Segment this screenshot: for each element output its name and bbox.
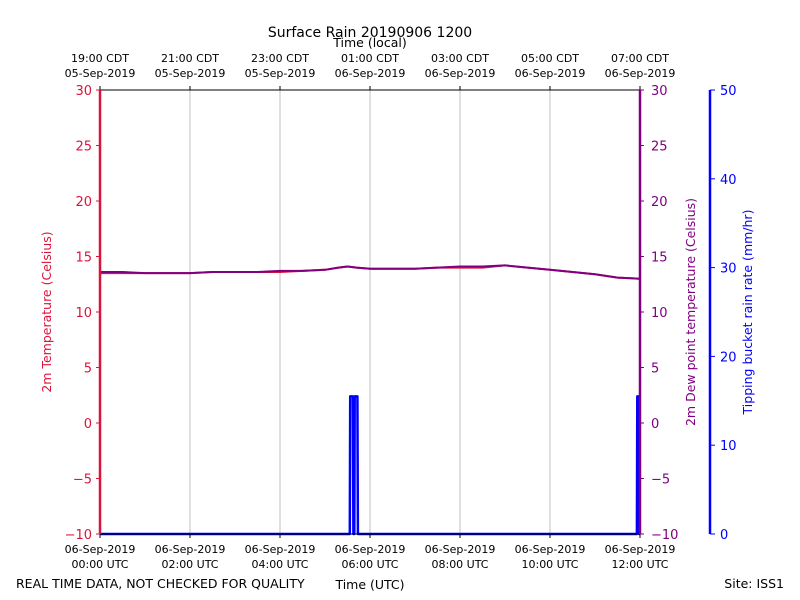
right-tick-label-8: −10 — [651, 528, 678, 543]
top-tick-label-time-3: 01:00 CDT — [341, 52, 399, 65]
bottom-tick-label-date-6: 06-Sep-2019 — [605, 543, 676, 556]
series-line-tipping-bucket-rain-rate — [100, 395, 641, 536]
bottom-tick-label-time-4: 08:00 UTC — [431, 558, 488, 571]
quality-disclaimer: REAL TIME DATA, NOT CHECKED FOR QUALITY — [16, 576, 305, 591]
top-tick-label-time-2: 23:00 CDT — [251, 52, 309, 65]
top-tick-label-date-3: 06-Sep-2019 — [335, 67, 406, 80]
rain-tick-label-5: 0 — [720, 528, 728, 543]
bottom-tick-label-time-0: 00:00 UTC — [71, 558, 128, 571]
top-tick-label-date-0: 05-Sep-2019 — [65, 67, 136, 80]
bottom-axis-label: Time (UTC) — [334, 577, 404, 592]
top-tick-label-date-1: 05-Sep-2019 — [155, 67, 226, 80]
top-tick-label-time-4: 03:00 CDT — [431, 52, 489, 65]
rain-axis-label: Tipping bucket rain rate (mm/hr) — [740, 210, 755, 416]
bottom-tick-label-time-6: 12:00 UTC — [611, 558, 668, 571]
top-tick-label-time-1: 21:00 CDT — [161, 52, 219, 65]
right-tick-label-0: 30 — [651, 84, 668, 99]
rain-tick-label-1: 40 — [720, 173, 737, 188]
left-tick-label-1: 25 — [75, 140, 92, 155]
left-tick-label-0: 30 — [75, 84, 92, 99]
rain-tick-label-0: 50 — [720, 84, 737, 99]
left-tick-label-2: 20 — [75, 195, 92, 210]
axis-ticks: 19:00 CDT 05-Sep-2019 21:00 CDT 05-Sep-2019… — [65, 52, 737, 571]
bottom-tick-label-time-1: 02:00 UTC — [161, 558, 218, 571]
right-tick-label-3: 15 — [651, 251, 668, 266]
site-label: Site: ISS1 — [724, 576, 784, 591]
series-group — [100, 264, 641, 536]
right-tick-label-6: 0 — [651, 417, 659, 432]
bottom-tick-label-date-3: 06-Sep-2019 — [335, 543, 406, 556]
top-tick-label-time-6: 07:00 CDT — [611, 52, 669, 65]
bottom-tick-label-time-5: 10:00 UTC — [521, 558, 578, 571]
right-tick-label-4: 10 — [651, 306, 668, 321]
top-tick-label-date-2: 05-Sep-2019 — [245, 67, 316, 80]
rain-tick-label-4: 10 — [720, 439, 737, 454]
vertical-gridlines — [189, 90, 551, 534]
top-tick-label-date-5: 06-Sep-2019 — [515, 67, 586, 80]
chart-title: Surface Rain 20190906 1200 — [268, 25, 472, 41]
top-tick-label-time-0: 19:00 CDT — [71, 52, 129, 65]
bottom-tick-label-date-2: 06-Sep-2019 — [245, 543, 316, 556]
top-tick-label-date-6: 06-Sep-2019 — [605, 67, 676, 80]
left-tick-label-5: 5 — [84, 362, 92, 377]
left-axis-label: 2m Temperature (Celsius) — [39, 231, 54, 392]
bottom-tick-label-date-0: 06-Sep-2019 — [65, 543, 136, 556]
top-tick-label-time-5: 05:00 CDT — [521, 52, 579, 65]
left-tick-label-8: −10 — [65, 528, 92, 543]
bottom-tick-label-time-2: 04:00 UTC — [251, 558, 308, 571]
bottom-tick-label-date-5: 06-Sep-2019 — [515, 543, 586, 556]
left-tick-label-3: 15 — [75, 251, 92, 266]
bottom-tick-label-time-3: 06:00 UTC — [341, 558, 398, 571]
right-tick-label-7: −5 — [651, 473, 670, 488]
bottom-tick-label-date-1: 06-Sep-2019 — [155, 543, 226, 556]
bottom-tick-label-date-4: 06-Sep-2019 — [425, 543, 496, 556]
top-axis-label: Time (local) — [332, 35, 406, 50]
series-line-2m-dew-point-temperature — [100, 264, 641, 280]
left-tick-label-4: 10 — [75, 306, 92, 321]
rain-tick-label-2: 30 — [720, 262, 737, 277]
left-tick-label-7: −5 — [73, 473, 92, 488]
top-tick-label-date-4: 06-Sep-2019 — [425, 67, 496, 80]
right-tick-label-5: 5 — [651, 362, 659, 377]
right-tick-label-1: 25 — [651, 140, 668, 155]
left-tick-label-6: 0 — [84, 417, 92, 432]
right-axis-label: 2m Dew point temperature (Celsius) — [683, 198, 698, 426]
right-tick-label-2: 20 — [651, 195, 668, 210]
rain-tick-label-3: 20 — [720, 350, 737, 365]
